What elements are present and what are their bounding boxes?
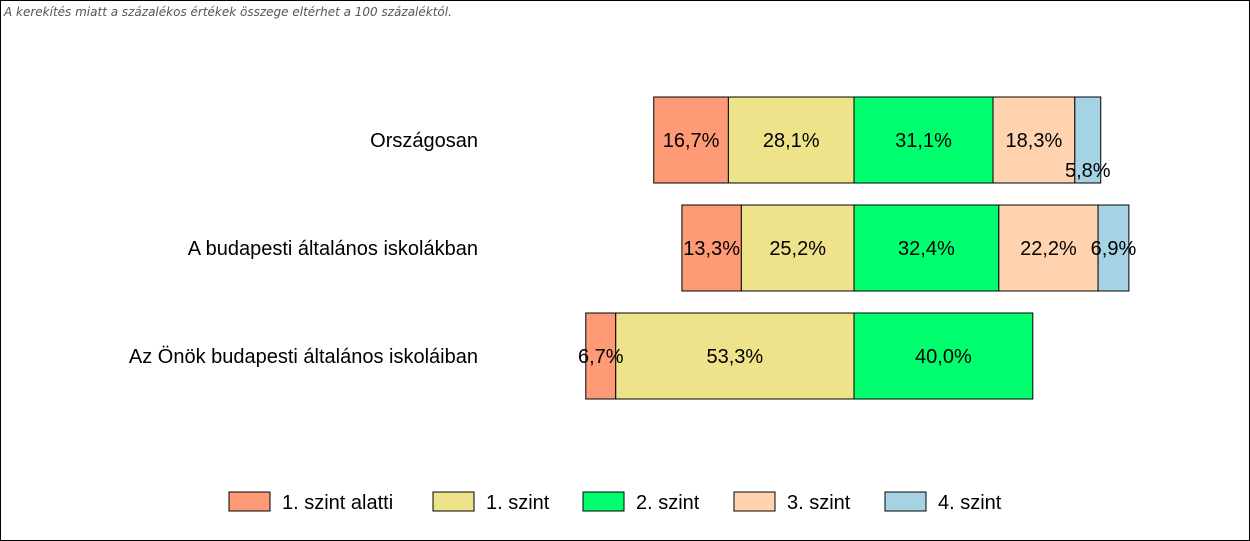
bar-segment xyxy=(853,96,994,184)
value-label: 53,3% xyxy=(707,346,764,368)
value-label: 5,8% xyxy=(1065,160,1111,182)
category-label: Az Önök budapesti általános iskoláiban xyxy=(129,346,478,368)
legend-swatch xyxy=(228,491,271,512)
value-label: 13,3% xyxy=(683,238,740,260)
legend: 1. szint alatti 1. szint 2. szint 3. szint 4… xyxy=(228,491,1002,514)
value-label: 28,1% xyxy=(763,130,820,152)
category-label: Országosan xyxy=(370,130,478,152)
bar-segment xyxy=(740,204,855,292)
value-label: 31,1% xyxy=(895,130,952,152)
bar-segment xyxy=(1097,204,1130,292)
value-label: 32,4% xyxy=(898,238,955,260)
bar-segment xyxy=(615,312,855,400)
value-label: 25,2% xyxy=(769,238,826,260)
legend-label: 3. szint xyxy=(787,492,851,514)
bar-segment xyxy=(653,96,729,184)
value-label: 22,2% xyxy=(1020,238,1077,260)
legend-swatch xyxy=(733,491,776,512)
category-labels: Országosan A budapesti általános iskolákb… xyxy=(129,130,478,368)
value-label: 18,3% xyxy=(1006,130,1063,152)
bar-segment xyxy=(681,204,742,292)
legend-swatch xyxy=(884,491,927,512)
category-label: A budapesti általános iskolákban xyxy=(188,238,478,260)
value-label: 6,7% xyxy=(578,346,624,368)
bars xyxy=(585,96,1130,400)
value-labels: 16,7% 28,1% 31,1% 18,3%5,8% 13,3% 25,2% 32,4% 2… xyxy=(578,130,1137,368)
bar-segment xyxy=(992,96,1076,184)
value-label: 40,0% xyxy=(915,346,972,368)
value-label: 16,7% xyxy=(663,130,720,152)
legend-label: 1. szint xyxy=(486,492,550,514)
legend-label: 1. szint alatti xyxy=(282,492,393,514)
bar-segment xyxy=(853,204,1000,292)
bar-segment xyxy=(998,204,1099,292)
legend-label: 4. szint xyxy=(938,492,1002,514)
legend-swatch xyxy=(432,491,475,512)
bar-segment xyxy=(585,312,617,400)
bar-segment xyxy=(853,312,1034,400)
value-label: 6,9% xyxy=(1091,238,1137,260)
rounding-note: A kerekítés miatt a százalékos értékek ö… xyxy=(4,5,452,19)
legend-swatch xyxy=(582,491,625,512)
bar-segment xyxy=(1074,96,1102,184)
legend-label: 2. szint xyxy=(636,492,700,514)
